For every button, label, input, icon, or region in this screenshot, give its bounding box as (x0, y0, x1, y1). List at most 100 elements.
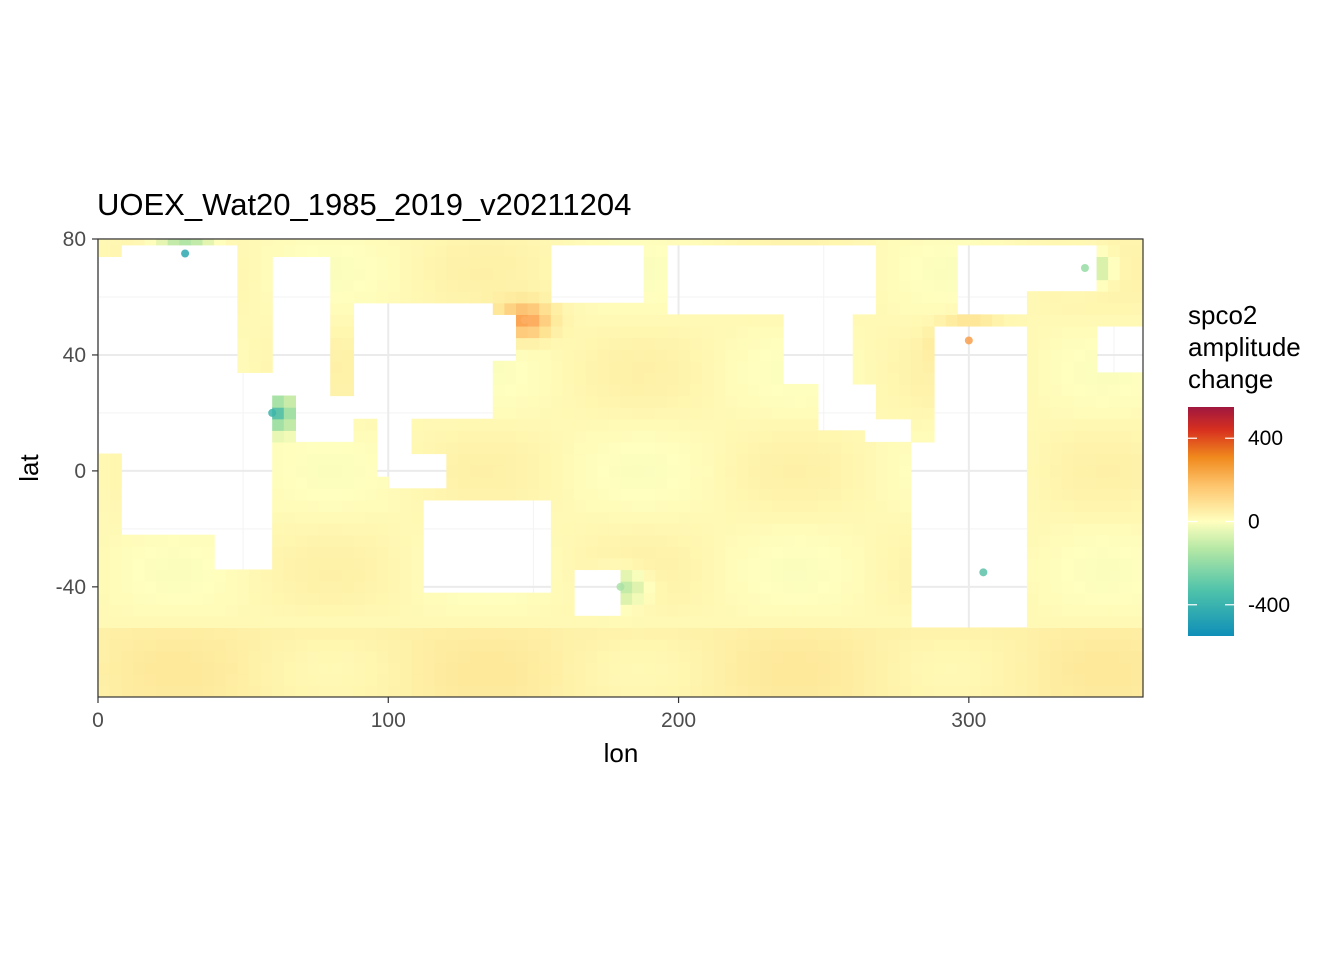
ocean-cell (574, 325, 587, 339)
ocean-cell (771, 581, 784, 594)
ocean-cell (643, 615, 656, 629)
ocean-cell (597, 302, 610, 315)
ocean-cell (864, 465, 877, 478)
ocean-cell (875, 314, 889, 327)
ocean-cell (771, 372, 784, 385)
ocean-cell (701, 325, 714, 339)
ocean-cell (539, 383, 552, 397)
ocean-cell (1038, 639, 1051, 652)
ocean-cell (121, 569, 134, 582)
ocean-cell (725, 360, 738, 373)
ocean-cell (574, 453, 587, 466)
ocean-cell (899, 662, 912, 675)
ocean-cell (237, 239, 250, 246)
ocean-cell (144, 650, 157, 663)
ocean-cell (562, 372, 575, 385)
ocean-cell (759, 476, 773, 489)
ocean-cell (132, 592, 146, 605)
ocean-cell (643, 639, 656, 652)
ocean-cell (1038, 291, 1051, 304)
ocean-cell (585, 476, 598, 489)
ocean-cell (516, 349, 529, 362)
ocean-cell (446, 256, 459, 269)
ocean-cell (504, 604, 517, 617)
ocean-cell (690, 511, 703, 524)
ocean-cell (1061, 569, 1074, 582)
ocean-cell (539, 314, 552, 327)
ocean-cell (388, 546, 401, 559)
ocean-cell (783, 441, 796, 455)
ocean-cell (783, 569, 796, 582)
ocean-cell (214, 239, 227, 246)
ocean-cell (307, 244, 320, 257)
ocean-cell (109, 627, 122, 640)
ocean-cell (376, 650, 389, 663)
ocean-cell (295, 615, 308, 629)
ocean-cell (678, 325, 691, 339)
ocean-cell (1026, 604, 1040, 617)
ocean-cell (864, 314, 877, 327)
ocean-cell (98, 673, 111, 686)
ocean-cell (1119, 534, 1132, 547)
ocean-cell (1096, 557, 1109, 571)
ocean-cell (1108, 291, 1121, 304)
ocean-cell (585, 511, 598, 524)
ocean-cell (701, 650, 714, 663)
ocean-cell (202, 639, 215, 652)
ocean-cell (620, 650, 633, 663)
ocean-cell (457, 685, 471, 697)
ocean-cell (132, 627, 146, 640)
ocean-cell (411, 673, 424, 686)
ocean-cell (341, 291, 355, 304)
ocean-cell (353, 685, 366, 697)
ocean-cell (968, 650, 982, 663)
ocean-cell (457, 476, 471, 489)
ocean-cell (330, 523, 343, 536)
ocean-cell (690, 534, 703, 547)
ocean-cell (330, 546, 343, 559)
ocean-cell (1096, 673, 1109, 686)
ocean-cell (295, 639, 308, 652)
ocean-cell (399, 279, 413, 292)
ocean-cell (1084, 395, 1098, 408)
ocean-cell (1038, 604, 1051, 617)
ocean-cell (1038, 239, 1051, 246)
ocean-cell (597, 360, 610, 373)
ocean-cell (608, 314, 622, 327)
ocean-cell (1038, 372, 1051, 385)
ocean-cell (806, 407, 819, 420)
ocean-cell (945, 267, 958, 281)
ocean-cell (295, 511, 308, 524)
ocean-cell (736, 239, 749, 246)
ocean-cell (725, 604, 738, 617)
ocean-cell (736, 383, 749, 397)
ocean-cell (1038, 534, 1051, 547)
ocean-cell (597, 685, 610, 697)
ocean-cell (376, 615, 389, 629)
ocean-cell (934, 244, 947, 257)
ocean-cell (516, 302, 529, 315)
ocean-cell (783, 627, 796, 640)
ocean-cell (643, 441, 656, 455)
ocean-cell (759, 604, 773, 617)
ocean-cell (574, 534, 587, 547)
ocean-cell (1119, 372, 1132, 385)
ocean-cell (806, 511, 819, 524)
ocean-cell (295, 239, 308, 246)
ocean-cell (736, 418, 749, 431)
ocean-cell (330, 325, 343, 339)
ocean-cell (1073, 546, 1086, 559)
ocean-cell (562, 430, 575, 443)
ocean-cell (725, 581, 738, 594)
ocean-cell (1026, 511, 1040, 524)
ocean-cell (1119, 239, 1132, 246)
ocean-cell (759, 441, 773, 455)
ocean-cell (1061, 418, 1074, 431)
ocean-cell (794, 465, 807, 478)
ocean-cell (1084, 581, 1098, 594)
ocean-cell (1084, 650, 1098, 663)
ocean-cell (1026, 627, 1040, 640)
ocean-cell (550, 349, 564, 362)
ocean-cell (1108, 441, 1121, 455)
ocean-cell (1073, 511, 1086, 524)
